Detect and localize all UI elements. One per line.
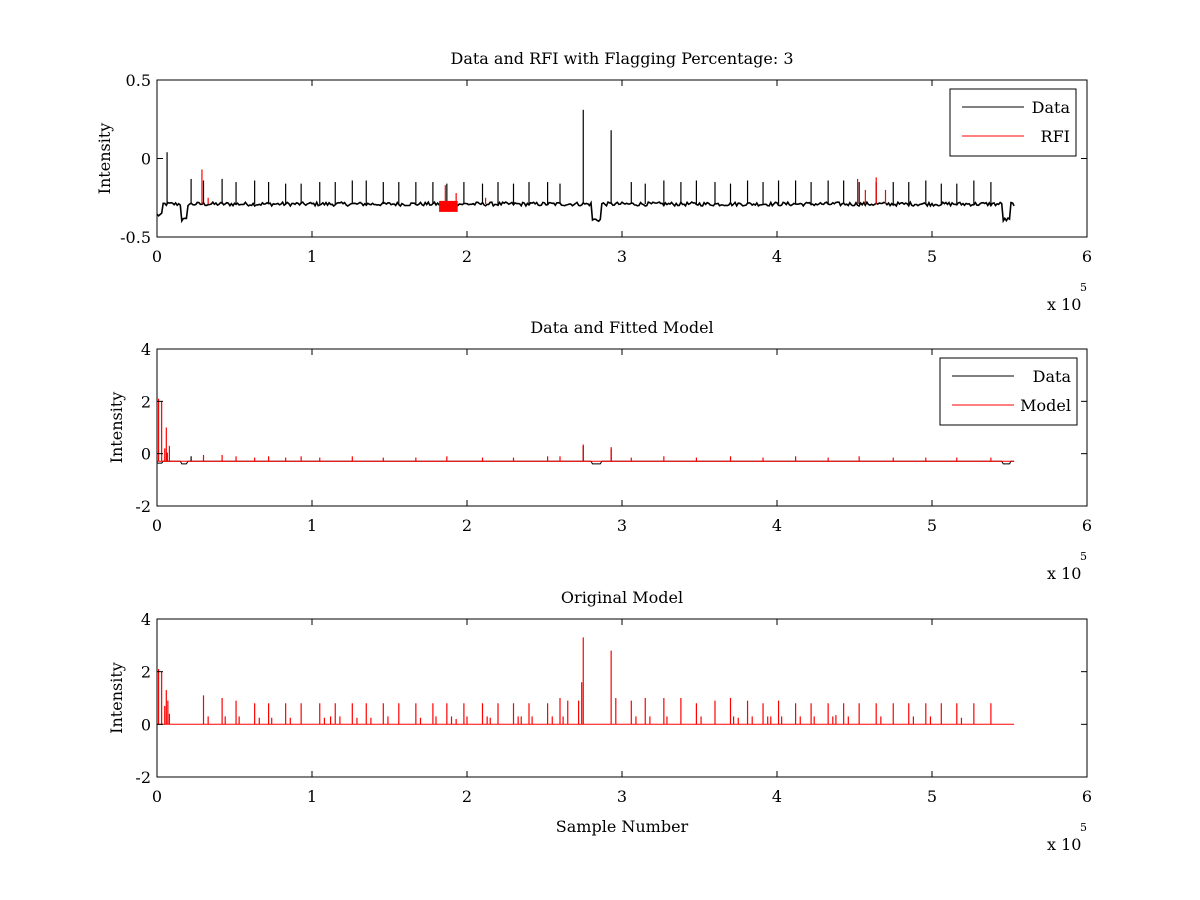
y-tick-label: 2 xyxy=(141,392,151,411)
legend-label: RFI xyxy=(1041,127,1070,146)
series-line xyxy=(156,200,1015,224)
x-tick-label: 1 xyxy=(307,247,317,266)
x-tick-label: 3 xyxy=(617,787,627,806)
legend-box xyxy=(939,357,1078,426)
series-model-3 xyxy=(157,637,1015,725)
chart-title: Data and RFI with Flagging Percentage: 3 xyxy=(450,49,793,68)
x-tick-label: 6 xyxy=(1082,247,1092,266)
x-tick-label: 3 xyxy=(617,247,627,266)
series-model-2 xyxy=(157,398,1015,462)
x-tick-label: 6 xyxy=(1082,516,1092,535)
x-multiplier-exponent: 5 xyxy=(1080,821,1087,834)
axes-box xyxy=(156,618,1088,778)
y-tick-label: 4 xyxy=(141,340,151,359)
y-tick-label: 0 xyxy=(141,150,151,169)
x-multiplier-exponent: 5 xyxy=(1080,550,1087,563)
x-multiplier-exponent: 5 xyxy=(1080,281,1087,294)
y-tick-label: -0.5 xyxy=(120,228,151,247)
x-tick-label: 6 xyxy=(1082,787,1092,806)
series-rfi-1 xyxy=(201,169,887,212)
x-tick-label: 5 xyxy=(927,516,937,535)
legend-label: Data xyxy=(1032,98,1071,117)
y-tick-label: -2 xyxy=(135,497,151,516)
x-tick-label: 2 xyxy=(462,247,472,266)
y-axis-label: Intensity xyxy=(107,662,126,734)
x-axis-label: Sample Number xyxy=(556,817,689,836)
x-tick-label: 4 xyxy=(772,247,782,266)
rfi-band xyxy=(439,200,458,212)
x-tick-label: 1 xyxy=(307,787,317,806)
x-tick-label: 0 xyxy=(152,787,162,806)
x-multiplier-label: x 10 xyxy=(1047,835,1081,854)
legend-box xyxy=(949,88,1077,157)
x-tick-label: 0 xyxy=(152,247,162,266)
x-tick-label: 5 xyxy=(927,787,937,806)
legend-label: Data xyxy=(1033,367,1072,386)
x-tick-label: 2 xyxy=(462,787,472,806)
x-tick-label: 4 xyxy=(772,787,782,806)
axes-box xyxy=(156,79,1088,238)
x-multiplier-label: x 10 xyxy=(1047,564,1081,583)
legend-label: Model xyxy=(1020,396,1071,415)
chart-title: Data and Fitted Model xyxy=(530,318,713,337)
y-tick-label: 0 xyxy=(141,445,151,464)
y-axis-label: Intensity xyxy=(95,123,114,195)
y-tick-label: 2 xyxy=(141,663,151,682)
x-tick-label: 0 xyxy=(152,516,162,535)
legend: Data RFI xyxy=(949,88,1077,157)
series-data-1 xyxy=(156,109,1015,224)
y-axis-label: Intensity xyxy=(107,392,126,464)
x-tick-label: 3 xyxy=(617,516,627,535)
y-tick-label: 0 xyxy=(141,715,151,734)
x-tick-label: 2 xyxy=(462,516,472,535)
x-tick-label: 5 xyxy=(927,247,937,266)
x-tick-label: 1 xyxy=(307,516,317,535)
y-tick-label: 0.5 xyxy=(126,71,151,90)
x-multiplier-label: x 10 xyxy=(1047,295,1081,314)
x-tick-label: 4 xyxy=(772,516,782,535)
chart-title: Original Model xyxy=(561,588,683,607)
legend: Data Model xyxy=(939,357,1078,426)
y-tick-label: -2 xyxy=(135,768,151,787)
y-tick-label: 4 xyxy=(141,610,151,629)
